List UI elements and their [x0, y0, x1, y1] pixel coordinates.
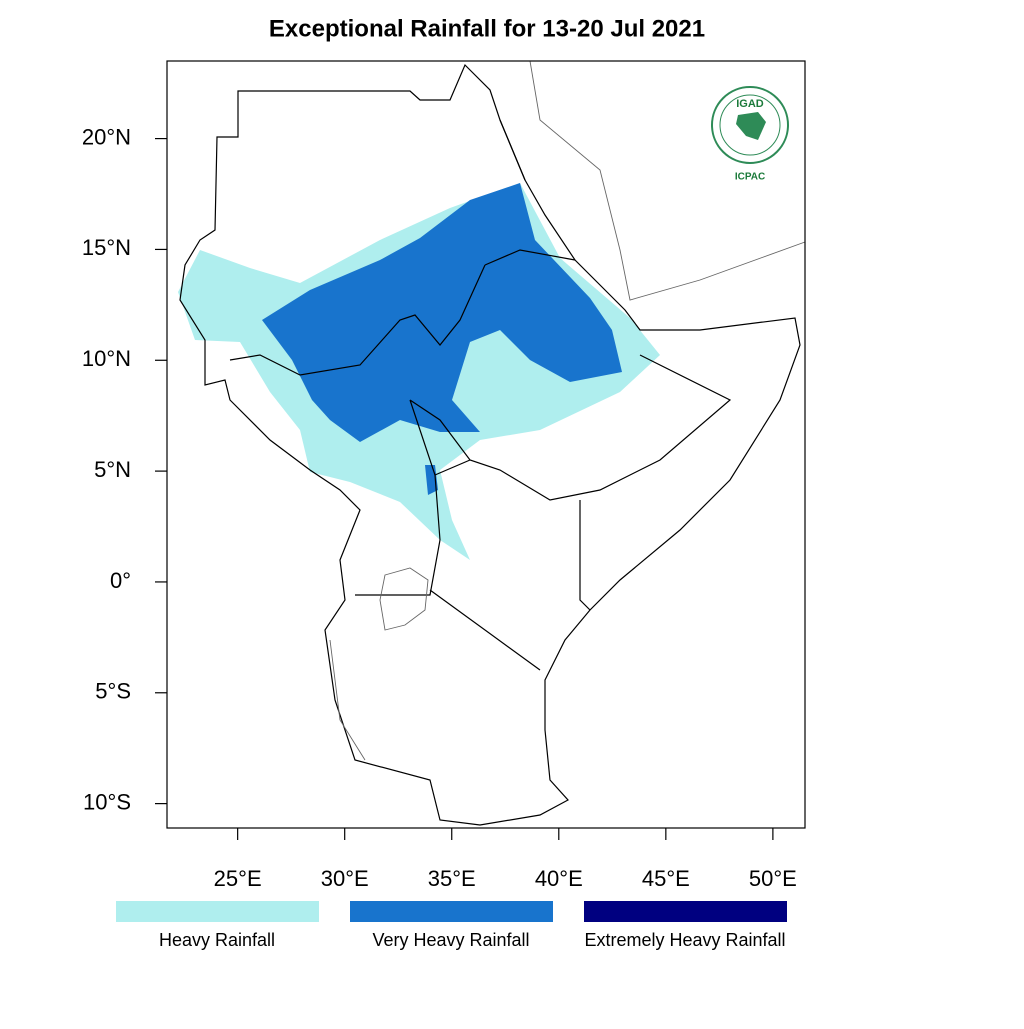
x-tick-label: 25°E — [214, 866, 262, 891]
legend-swatch — [350, 901, 553, 922]
legend-label: Very Heavy Rainfall — [372, 930, 529, 950]
map-background — [167, 61, 805, 828]
map-frame — [166, 60, 806, 829]
x-tick-label: 45°E — [642, 866, 690, 891]
y-tick-label: 5°N — [94, 457, 131, 482]
x-tick-label: 35°E — [428, 866, 476, 891]
y-tick-label: 10°N — [82, 346, 131, 371]
logo: IGAD ICPAC — [711, 86, 789, 183]
map-area — [166, 60, 806, 829]
x-tick-label: 50°E — [749, 866, 797, 891]
y-tick-label: 15°N — [82, 235, 131, 260]
y-tick-label: 5°S — [95, 679, 131, 704]
logo-inner-ring — [719, 94, 781, 156]
country-borders — [229, 119, 732, 671]
x-tick-label: 40°E — [535, 866, 583, 891]
legend-swatch — [584, 901, 787, 922]
y-tick-label: 20°N — [82, 124, 131, 149]
coastline — [179, 63, 801, 826]
legend-label: Extremely Heavy Rainfall — [584, 930, 785, 950]
logo-continent — [736, 112, 766, 140]
logo-name: IGAD — [736, 98, 764, 110]
legend-label: Heavy Rainfall — [159, 930, 275, 950]
x-tick-label: 30°E — [321, 866, 369, 891]
lakes-and-coasts — [329, 60, 806, 761]
rain-very-heavy — [262, 183, 622, 442]
legend-swatch — [116, 901, 319, 922]
map-title: Exceptional Rainfall for 13-20 Jul 2021 — [269, 15, 705, 42]
logo-center: ICPAC — [735, 172, 765, 183]
y-tick-label: 0° — [110, 568, 131, 593]
y-tick-label: 10°S — [83, 789, 131, 814]
